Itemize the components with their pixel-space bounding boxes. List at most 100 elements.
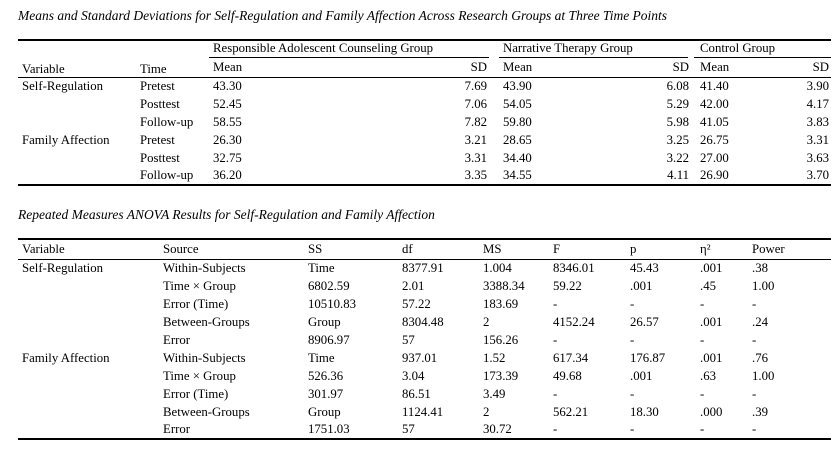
table-cell: 10510.83 — [308, 296, 356, 311]
table-cell: Within-Subjects — [163, 350, 246, 365]
table-cell: 41.05 — [700, 114, 729, 129]
group-header-counseling: Responsible Adolescent Counseling Group — [209, 40, 499, 58]
table-row: Between-Groups Group 1124.41 2 562.21 18.30 .0… — [18, 403, 831, 421]
table-cell — [18, 113, 136, 131]
table-cell: 30.72 — [483, 422, 512, 436]
table-cell: 1.00 — [752, 368, 775, 383]
table-cell: 3.49 — [483, 386, 506, 401]
col-header-ss: SS — [304, 239, 398, 260]
table-cell — [18, 331, 159, 349]
table1-group-header-row: Variable Time Responsible Adolescent Cou… — [18, 40, 832, 78]
table-cell: 18.30 — [630, 404, 659, 419]
table-cell: 156.26 — [483, 332, 519, 347]
table-cell: - — [752, 332, 757, 347]
col-header-mean: Mean — [499, 58, 610, 78]
table-cell: 4152.24 — [553, 314, 595, 329]
table-cell: 3.21 — [464, 132, 488, 147]
table-cell: Error (Time) — [163, 296, 229, 311]
table-cell: - — [700, 422, 705, 436]
table-row: Family Affection Pretest 26.30 3.21 28.65 3.2… — [18, 131, 831, 149]
table-cell: 3.31 — [464, 150, 488, 165]
table-row: Self-Regulation Within-Subjects Time 8377.9… — [18, 259, 831, 277]
table-cell: Self-Regulation — [22, 78, 104, 93]
col-header-sd: SD — [780, 58, 832, 78]
table-cell: 5.29 — [666, 96, 690, 111]
table-cell: 28.65 — [503, 132, 532, 147]
table-cell: 86.51 — [402, 386, 431, 401]
table-cell: - — [700, 386, 705, 401]
col-header-sd: SD — [609, 58, 695, 78]
table-cell: .76 — [752, 350, 768, 365]
table-cell: 173.39 — [483, 368, 519, 383]
table-cell: 4.17 — [806, 96, 830, 111]
table-cell: Posttest — [140, 150, 180, 165]
table-cell: Group — [308, 314, 341, 329]
table-cell: - — [752, 386, 757, 401]
table-row: Error (Time) 301.97 86.51 3.49 - - - - — [18, 385, 831, 403]
table-cell: .39 — [752, 404, 768, 419]
table-cell: Family Affection — [22, 350, 110, 365]
table-cell: 1.52 — [483, 350, 506, 365]
table-cell: 26.90 — [700, 168, 729, 182]
col-header-f: F — [549, 239, 626, 260]
table-cell: - — [700, 332, 705, 347]
table-cell: Group — [308, 404, 341, 419]
table-cell: Pretest — [140, 78, 175, 93]
table-cell: 26.30 — [213, 132, 242, 147]
table-cell: Time × Group — [163, 368, 236, 383]
table-cell: 26.57 — [630, 314, 659, 329]
table-cell: 32.75 — [213, 150, 242, 165]
table-cell: - — [553, 332, 558, 347]
col-header-variable: Variable — [18, 239, 159, 260]
table-cell: 57 — [402, 422, 415, 436]
table-cell: - — [630, 422, 635, 436]
table-cell: Pretest — [140, 132, 175, 147]
table-row: Posttest 52.45 7.06 54.05 5.29 42.00 4.17 — [18, 95, 831, 113]
table-cell: 3.31 — [806, 132, 830, 147]
table-cell: Error (Time) — [163, 386, 229, 401]
table-cell: .24 — [752, 314, 768, 329]
table-cell: 1.004 — [483, 260, 512, 275]
col-header-ms: MS — [479, 239, 549, 260]
table-row: Self-Regulation Pretest 43.30 7.69 43.90 6.08… — [18, 77, 831, 95]
table2-header-row: Variable Source SS df MS F p η² Power — [18, 239, 831, 260]
table-cell: 2 — [483, 314, 490, 329]
group-header-label: Narrative Therapy Group — [499, 41, 689, 58]
table-cell: 5.98 — [666, 114, 690, 129]
table-row: Error 8906.97 57 156.26 - - - - — [18, 331, 831, 349]
col-header-time: Time — [136, 40, 209, 78]
table-row: Time × Group 526.36 3.04 173.39 49.68 .001 .63… — [18, 367, 831, 385]
table-cell: 6.08 — [666, 78, 690, 93]
table-cell: Follow-up — [140, 114, 194, 129]
table-cell: 34.40 — [503, 150, 532, 165]
table-cell — [18, 313, 159, 331]
table-cell: Family Affection — [22, 132, 110, 147]
col-header-sd: SD — [414, 58, 500, 78]
table-cell: Follow-up — [140, 168, 194, 182]
table-cell: 58.55 — [213, 114, 242, 129]
table-cell: 3.90 — [806, 78, 830, 93]
table-cell: .001 — [700, 314, 723, 329]
table-cell: 3.04 — [402, 368, 425, 383]
table-cell: - — [630, 332, 635, 347]
table-cell: - — [752, 296, 757, 311]
table-cell: Time — [308, 260, 335, 275]
table-cell: 562.21 — [553, 404, 589, 419]
table-row: Follow-up 58.55 7.82 59.80 5.98 41.05 3.83 — [18, 113, 831, 131]
table-cell: 1.00 — [752, 278, 775, 293]
table-cell: 52.45 — [213, 96, 242, 111]
col-header-source: Source — [159, 239, 304, 260]
table-cell: 7.82 — [464, 114, 488, 129]
table-cell: .001 — [700, 350, 723, 365]
table-cell: 2 — [483, 404, 490, 419]
table1-body: Self-Regulation Pretest 43.30 7.69 43.90 6.08… — [18, 77, 831, 185]
table-cell: 8304.48 — [402, 314, 444, 329]
table-cell: 36.20 — [213, 168, 242, 182]
table-cell: 8906.97 — [308, 332, 350, 347]
table-cell: 3.35 — [464, 168, 488, 182]
table-cell: 3.63 — [806, 150, 830, 165]
group-header-control: Control Group — [694, 40, 832, 58]
table1-subheader-row: Mean SD Mean SD Mean SD — [18, 58, 832, 78]
table-cell: .45 — [700, 278, 716, 293]
